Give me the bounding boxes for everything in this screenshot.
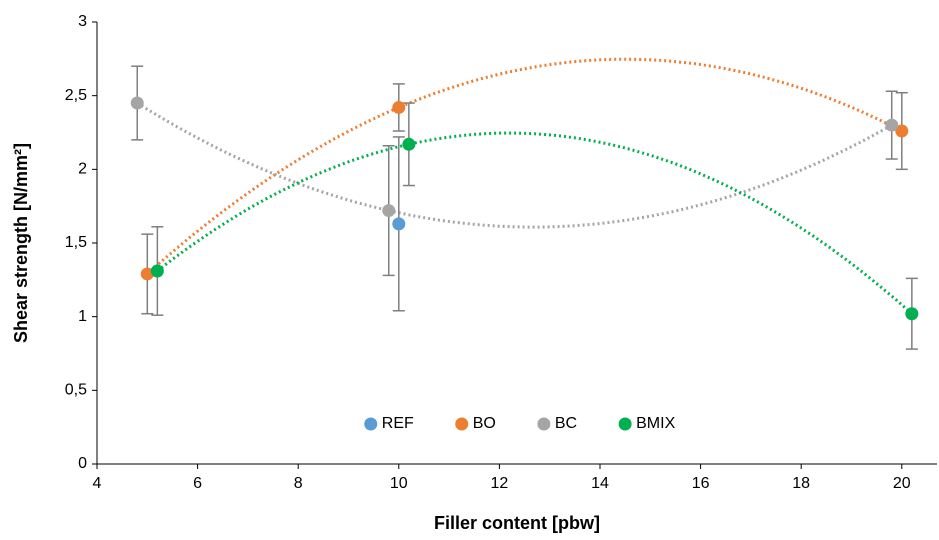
y-tick-label: 2 [78, 161, 87, 178]
data-point [150, 264, 164, 278]
data-point [895, 124, 909, 138]
legend-marker [537, 417, 551, 431]
x-tick-label: 10 [390, 475, 408, 492]
data-point [392, 217, 406, 231]
y-tick-label: 0,5 [65, 382, 87, 399]
x-tick-label: 16 [692, 475, 710, 492]
trendline [136, 101, 893, 229]
x-tick-label: 6 [193, 475, 202, 492]
legend-marker [618, 417, 632, 431]
x-axis-title: Filler content [pbw] [434, 513, 600, 533]
data-point [905, 307, 919, 321]
trendline [156, 131, 913, 315]
y-tick-label: 1,5 [65, 234, 87, 251]
y-tick-label: 0 [78, 455, 87, 472]
data-point [885, 118, 899, 132]
x-tick-label: 14 [591, 475, 609, 492]
data-point [402, 137, 416, 151]
data-point [140, 267, 154, 281]
x-tick-label: 18 [792, 475, 810, 492]
legend-label: BO [473, 415, 496, 432]
legend: REF BO BC BMIX [364, 415, 676, 432]
legend-marker [364, 417, 378, 431]
legend-label: BC [555, 415, 577, 432]
legend-label: REF [382, 415, 414, 432]
x-tick-label: 20 [893, 475, 911, 492]
legend-item: BC [537, 415, 577, 432]
legend-label: BMIX [636, 415, 675, 432]
data-point [392, 100, 406, 114]
y-tick-label: 2,5 [65, 87, 87, 104]
y-axis-title: Shear strength [N/mm²] [11, 143, 31, 343]
data-point [130, 96, 144, 110]
y-tick-label: 3 [78, 13, 87, 30]
x-tick-label: 4 [93, 475, 102, 492]
x-tick-label: 8 [294, 475, 303, 492]
y-tick-label: 1 [78, 308, 87, 325]
legend-item: BO [455, 415, 496, 432]
data-point [382, 204, 396, 218]
legend-item: BMIX [618, 415, 676, 432]
legend-marker [455, 417, 469, 431]
trendline [146, 57, 903, 276]
legend-item: REF [364, 415, 414, 432]
x-tick-label: 12 [490, 475, 508, 492]
